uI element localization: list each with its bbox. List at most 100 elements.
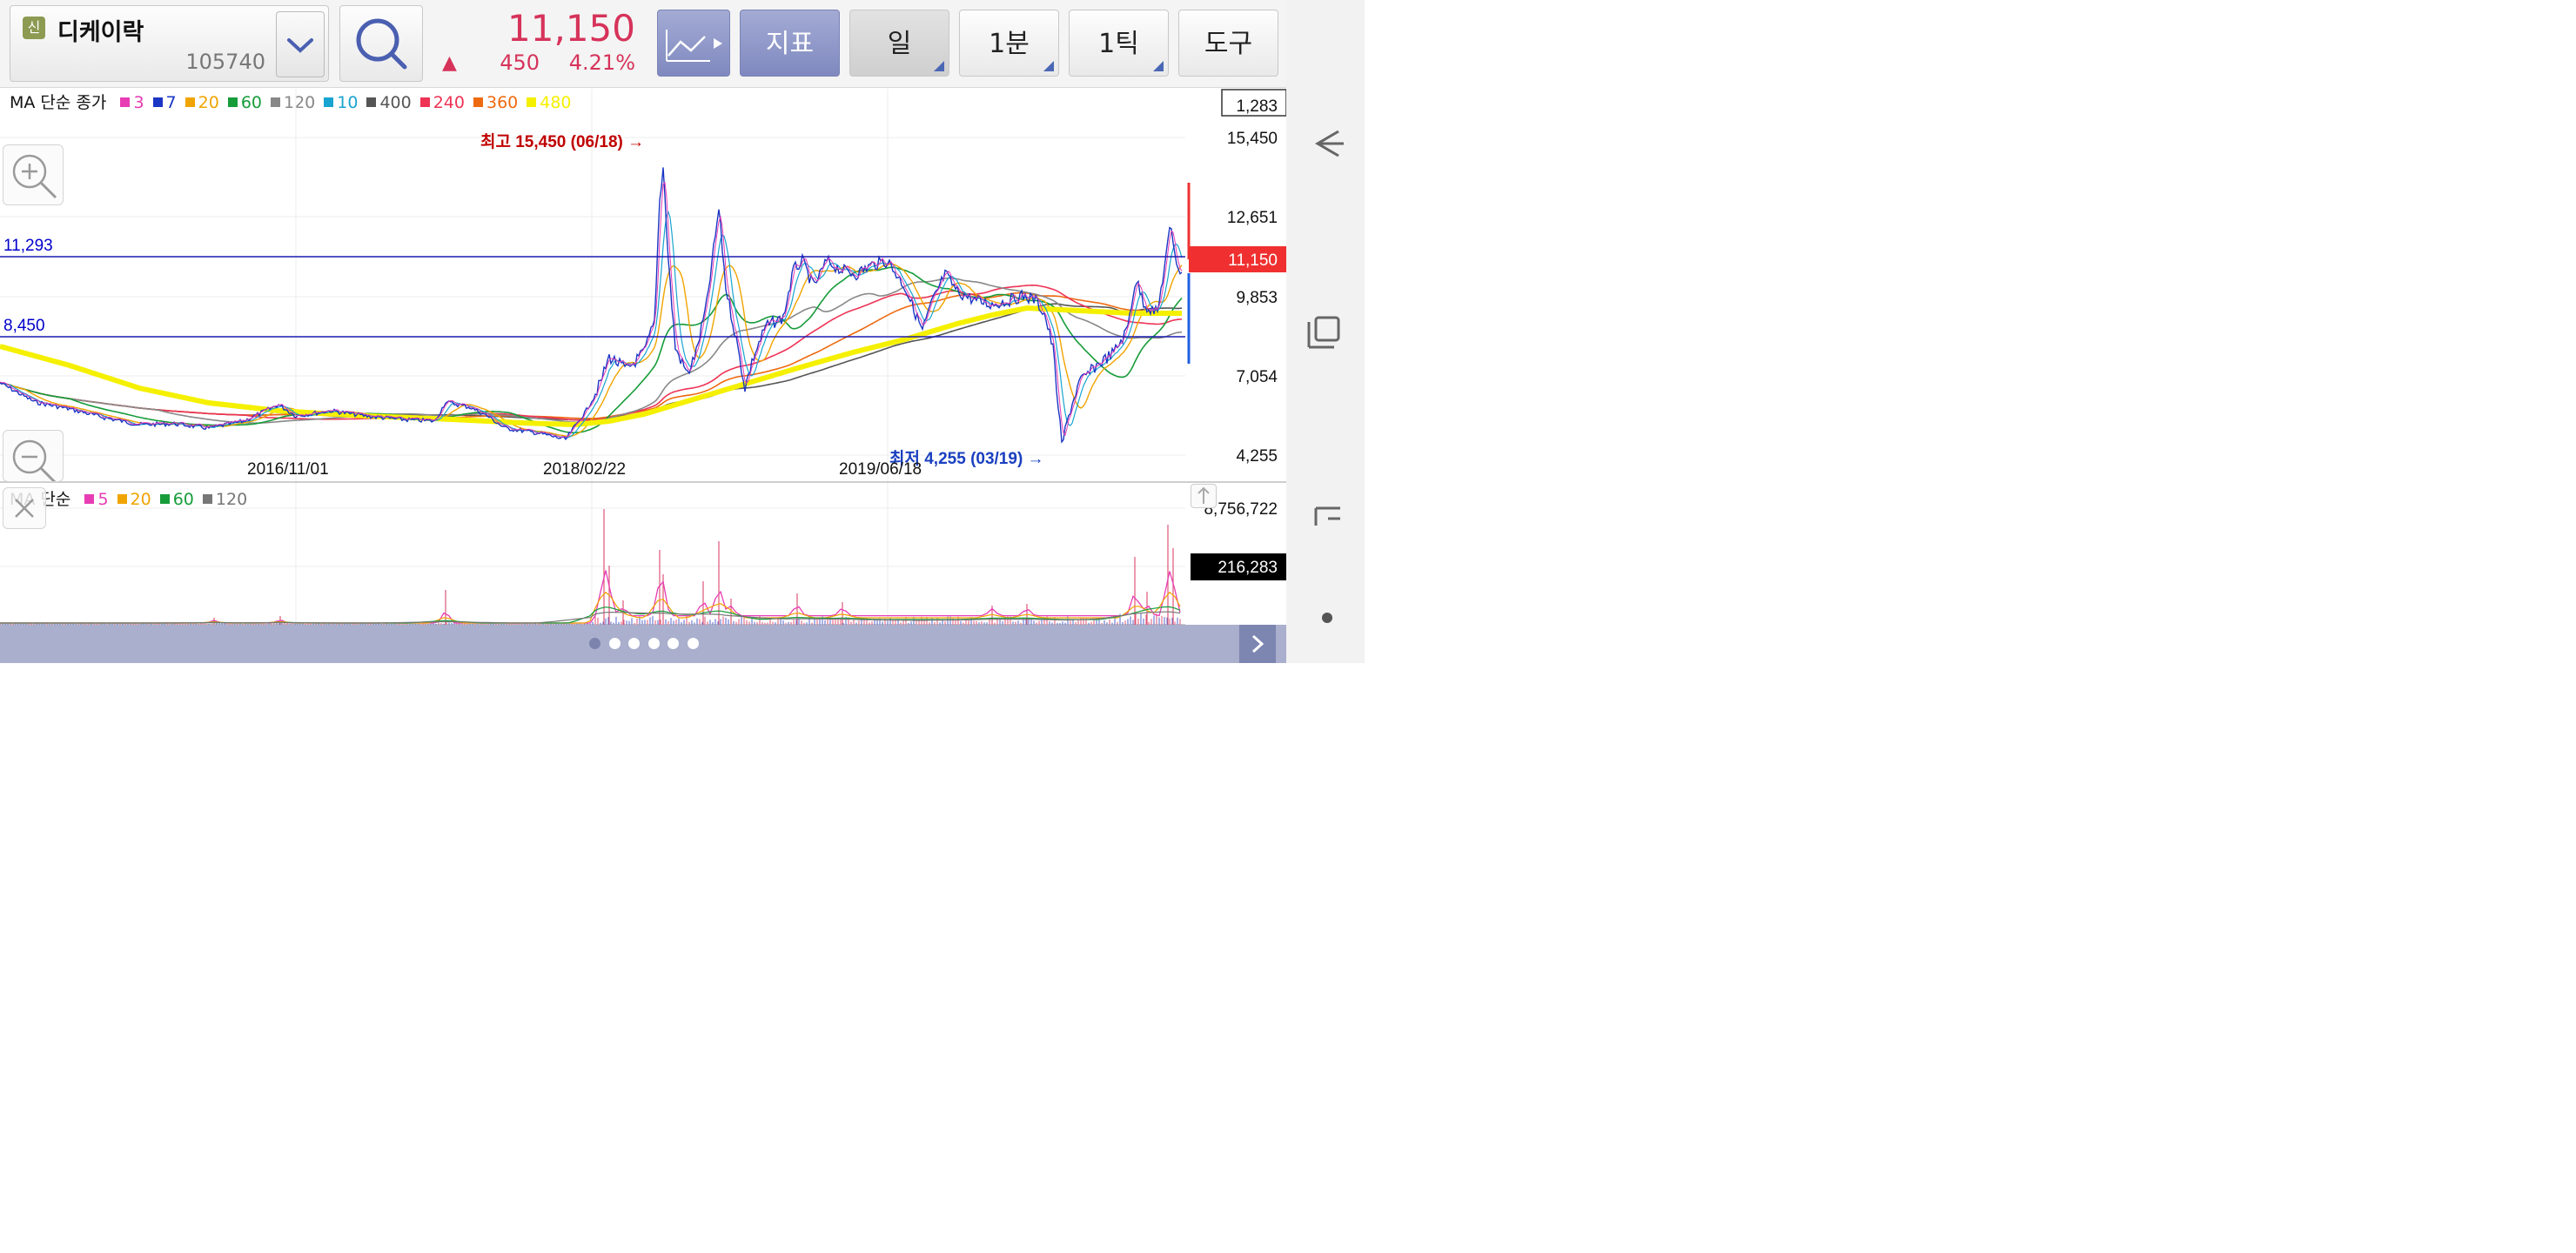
line-chart-icon bbox=[666, 30, 722, 62]
period-day-button[interactable]: 일 bbox=[849, 10, 949, 77]
current-price-tag bbox=[1189, 246, 1286, 272]
stock-dropdown-button[interactable] bbox=[276, 11, 325, 77]
corner-indicator-icon bbox=[934, 61, 944, 71]
reference-line-label: 11,293 bbox=[3, 237, 53, 255]
new-badge: 신 bbox=[23, 17, 45, 39]
stock-name: 디케이락 bbox=[57, 19, 144, 46]
recent-apps-icon[interactable] bbox=[1307, 316, 1340, 349]
legend-swatch bbox=[184, 97, 195, 107]
stock-chart-app: 신 디케이락 105740 11,150 ▲ 450 4.21% bbox=[0, 0, 1286, 663]
price-ma-legend[interactable]: MA 단순 종가 3 7 20 60 120 10 400 240 360 480 bbox=[10, 90, 572, 113]
chart-overlay: 11,293 8,450 최고 15,450 (06/18) → 최저 4,255 (… bbox=[0, 89, 1286, 580]
chevron-right-icon bbox=[1251, 634, 1265, 653]
price-lines bbox=[0, 167, 1183, 444]
legend-swatch bbox=[324, 97, 334, 107]
moving-average-line bbox=[0, 266, 1183, 434]
close-icon bbox=[15, 499, 34, 518]
page-dot[interactable] bbox=[628, 638, 641, 649]
period-day-label: 일 bbox=[887, 29, 912, 59]
legend-item-label: 400 bbox=[379, 93, 412, 112]
period-tick-label: 1틱 bbox=[1098, 29, 1139, 59]
period-minute-label: 1분 bbox=[989, 29, 1030, 59]
current-volume-tag bbox=[1191, 553, 1286, 580]
legend-swatch bbox=[120, 97, 131, 107]
legend-swatch bbox=[366, 97, 377, 107]
date-label: 2016/11/01 bbox=[247, 460, 329, 479]
stock-code: 105740 bbox=[185, 50, 265, 74]
price-tick-label: 15,450 bbox=[1227, 130, 1278, 148]
legend-item-label: 5 bbox=[97, 490, 109, 509]
legend-swatch bbox=[84, 494, 95, 504]
search-icon bbox=[356, 18, 407, 70]
legend-item-label: 120 bbox=[215, 490, 248, 509]
moving-average-line bbox=[0, 277, 1183, 425]
ma-480-line bbox=[0, 305, 1182, 428]
legend-item-label: 240 bbox=[433, 93, 465, 112]
volume-ma-line bbox=[0, 611, 1181, 624]
legend-item-label: 7 bbox=[165, 93, 177, 112]
system-nav-bar bbox=[1286, 0, 1365, 663]
legend-swatch bbox=[419, 97, 430, 107]
assistant-dot-icon[interactable] bbox=[1322, 613, 1332, 623]
zoom-in-button[interactable] bbox=[3, 144, 64, 205]
price-tick-label: 7,054 bbox=[1236, 368, 1278, 386]
legend-item-label: 60 bbox=[240, 93, 262, 112]
volume-max-label: 8,756,722 bbox=[1204, 500, 1278, 519]
zoom-out-icon bbox=[12, 439, 57, 485]
page-dot[interactable] bbox=[667, 638, 680, 649]
legend-item-label: 360 bbox=[486, 93, 519, 112]
home-nav-icon[interactable] bbox=[1314, 506, 1340, 526]
corner-indicator-icon bbox=[1153, 61, 1164, 71]
tools-button[interactable]: 도구 bbox=[1178, 10, 1278, 77]
period-minute-button[interactable]: 1분 bbox=[959, 10, 1059, 77]
date-label: 2019/06/18 bbox=[839, 460, 922, 479]
system-nav-icons bbox=[1307, 130, 1344, 623]
legend-item-label: 10 bbox=[337, 93, 359, 112]
reference-line-label: 8,450 bbox=[3, 317, 45, 335]
price-tick-label: 12,651 bbox=[1227, 209, 1278, 227]
page-dot[interactable] bbox=[608, 638, 621, 649]
volume-bars bbox=[0, 509, 1181, 625]
indicator-button[interactable]: 지표 bbox=[740, 10, 840, 77]
date-label: 2018/02/22 bbox=[543, 460, 626, 479]
toolbar: 신 디케이락 105740 11,150 ▲ 450 4.21% bbox=[0, 0, 1286, 88]
period-tick-button[interactable]: 1틱 bbox=[1069, 10, 1169, 77]
corner-indicator-icon bbox=[1043, 61, 1054, 71]
scale-box bbox=[1221, 89, 1286, 117]
up-arrow-icon bbox=[1197, 486, 1210, 504]
current-price-tag-value: 11,150 bbox=[1228, 251, 1278, 270]
legend-item-label: 20 bbox=[198, 93, 219, 112]
search-button[interactable] bbox=[339, 5, 423, 82]
chart-type-button[interactable] bbox=[657, 10, 730, 77]
stock-selector[interactable]: 신 디케이락 105740 bbox=[10, 5, 329, 82]
page-dot[interactable] bbox=[589, 638, 600, 649]
page-dot[interactable] bbox=[647, 638, 660, 649]
price-change-percent: 4.21% bbox=[568, 50, 635, 75]
legend-item-label: 20 bbox=[130, 490, 151, 509]
legend-item-label: 3 bbox=[133, 93, 144, 112]
price-volume-chart[interactable]: 11,293 8,450 최고 15,450 (06/18) → 최저 4,255 (… bbox=[0, 87, 1286, 625]
legend-item-label: 120 bbox=[284, 93, 316, 112]
legend-swatch bbox=[117, 494, 127, 504]
chevron-down-icon bbox=[287, 38, 313, 53]
legend-swatch bbox=[152, 97, 163, 107]
ma-3-line bbox=[0, 181, 1183, 439]
legend-prefix: MA 단순 종가 bbox=[10, 93, 107, 112]
current-volume-tag-value: 216,283 bbox=[1218, 559, 1278, 577]
legend-swatch bbox=[227, 97, 238, 107]
close-indicator-button[interactable] bbox=[3, 487, 46, 529]
up-arrow-icon: ▲ bbox=[442, 52, 457, 74]
zoom-out-button[interactable] bbox=[3, 430, 64, 485]
next-page-button[interactable] bbox=[1239, 625, 1276, 663]
moving-average-line bbox=[0, 263, 1183, 438]
legend-swatch bbox=[159, 494, 170, 504]
page-dot[interactable] bbox=[688, 638, 699, 649]
legend-swatch bbox=[527, 97, 537, 107]
high-annotation: 최고 15,450 (06/18) → bbox=[480, 132, 644, 151]
low-annotation: 최저 4,255 (03/19) → bbox=[889, 449, 1044, 468]
price-tick-label: 4,255 bbox=[1236, 447, 1278, 466]
scale-box-value: 1,283 bbox=[1236, 97, 1278, 116]
price-tick-label: 9,853 bbox=[1236, 289, 1278, 307]
back-nav-icon[interactable] bbox=[1315, 130, 1344, 157]
collapse-panel-button[interactable] bbox=[1191, 484, 1217, 508]
